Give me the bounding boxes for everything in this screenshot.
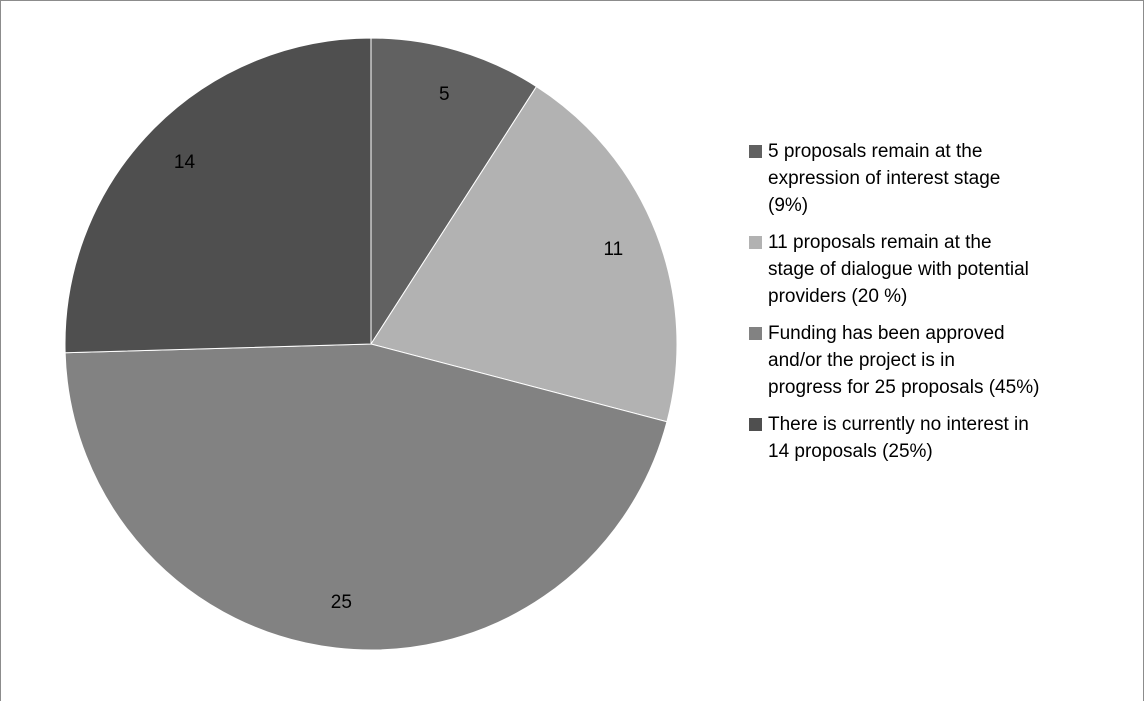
slice-value-label: 14 — [174, 152, 196, 173]
legend-label: Funding has been approved and/or the pro… — [768, 323, 1040, 398]
legend-label: 11 proposals remain at the stage of dial… — [768, 232, 1029, 307]
legend-item: 11 proposals remain at the stage of dial… — [749, 229, 1139, 310]
slice-value-label: 25 — [331, 592, 352, 613]
legend-item: 5 proposals remain at the expression of … — [749, 138, 1139, 219]
pie-slice — [370, 37, 538, 346]
pie-slice — [370, 85, 678, 423]
legend-item: Funding has been approved and/or the pro… — [749, 320, 1139, 401]
legend-label: 5 proposals remain at the expression of … — [768, 141, 1001, 216]
pie-chart: 5 11 25 14 — [64, 37, 678, 651]
slice-value-label: 11 — [604, 239, 624, 260]
legend-swatch — [749, 418, 762, 431]
pie-slice — [64, 37, 372, 354]
pie-slice — [64, 343, 668, 651]
legend-swatch — [749, 145, 762, 158]
legend-label: There is currently no interest in 14 pro… — [768, 414, 1029, 462]
legend: 5 proposals remain at the expression of … — [749, 138, 1139, 475]
legend-swatch — [749, 327, 762, 340]
legend-swatch — [749, 236, 762, 249]
legend-item: There is currently no interest in 14 pro… — [749, 411, 1139, 465]
slice-value-label: 5 — [439, 84, 450, 105]
